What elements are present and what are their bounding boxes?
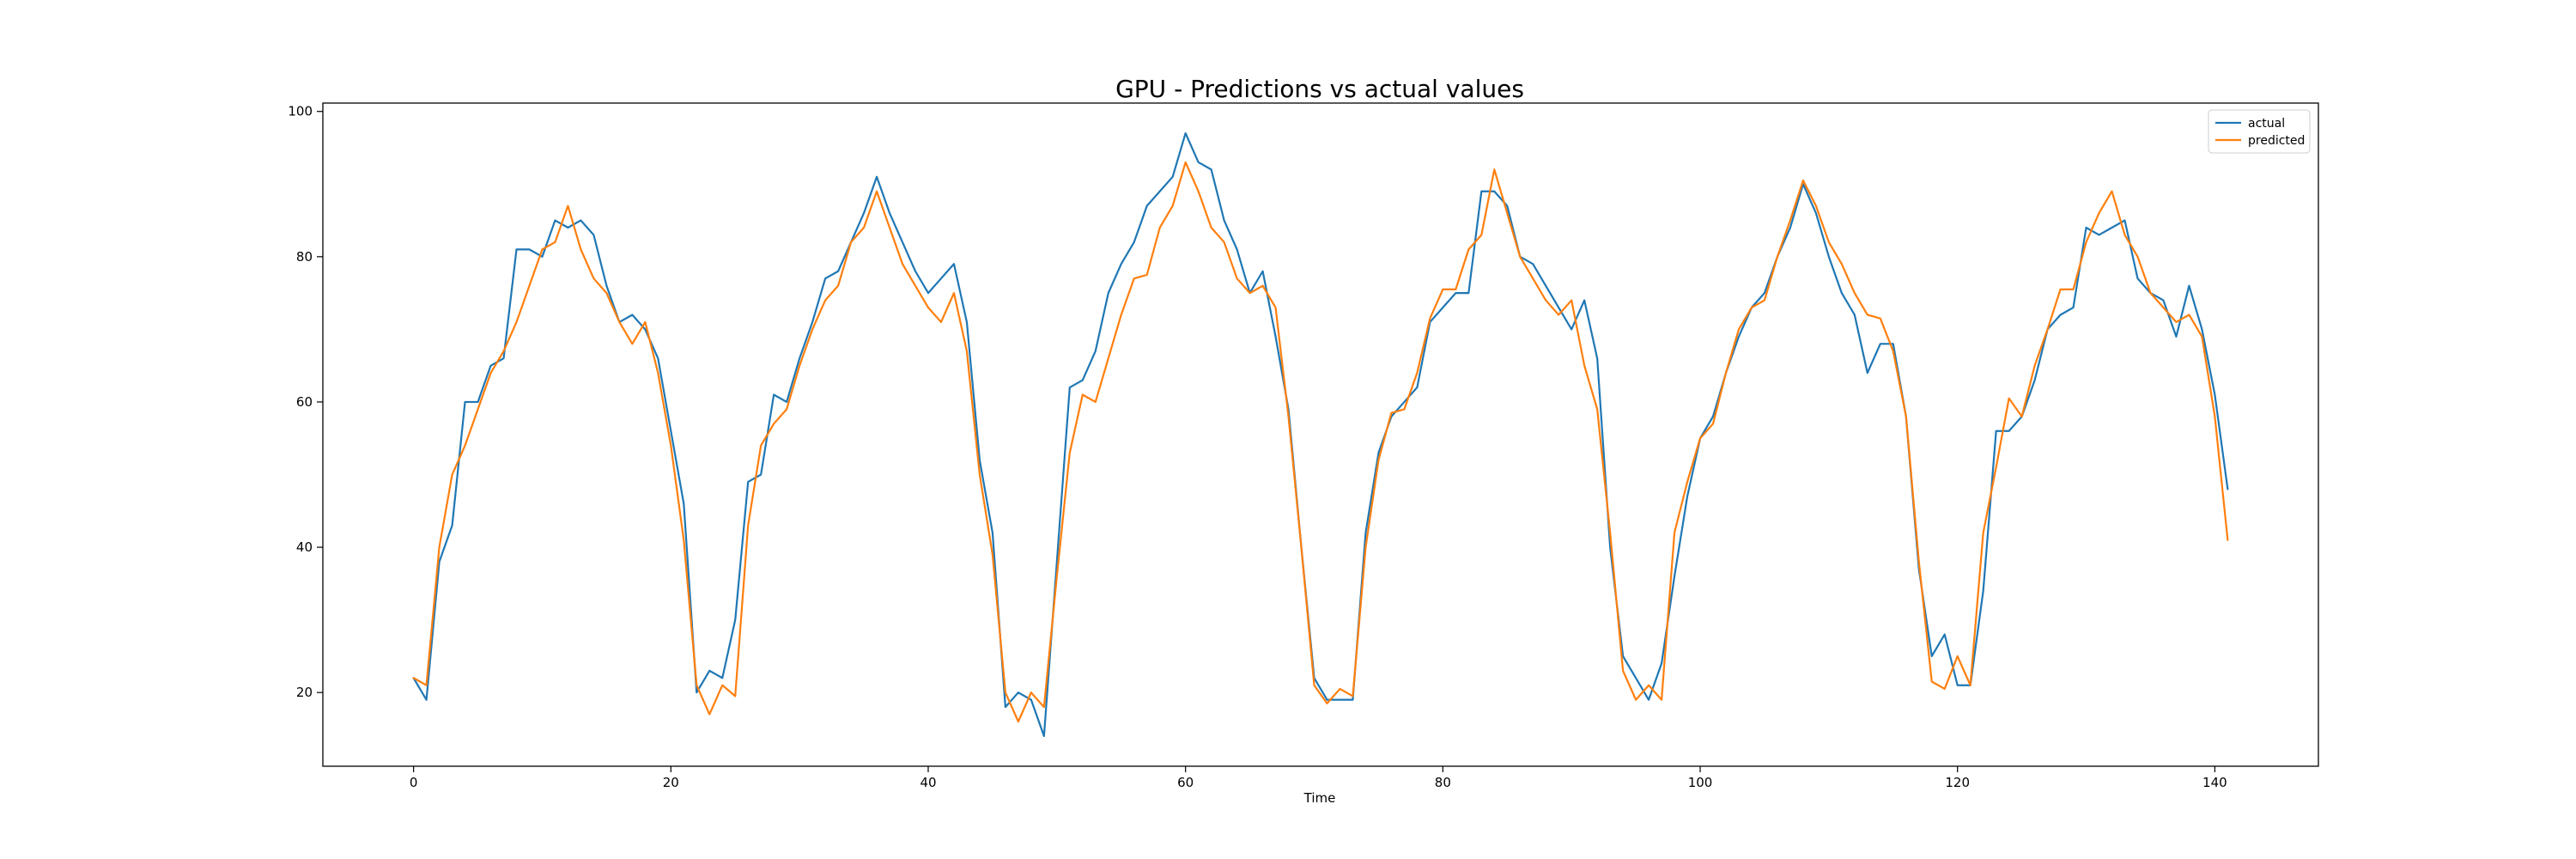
x-tick-label: 60	[1177, 775, 1194, 790]
series-line-actual	[412, 131, 2229, 738]
y-tick-label: 20	[296, 685, 313, 700]
legend: actual predicted	[2208, 109, 2311, 154]
x-tick-label: 100	[1688, 775, 1713, 790]
y-tick-label: 100	[288, 104, 313, 119]
x-axis-ticks: 0 20 40 60 80 100 120 140	[410, 766, 2227, 790]
legend-label-actual: actual	[2248, 117, 2285, 131]
plot-frame	[322, 102, 2319, 767]
x-tick-label: 80	[1435, 775, 1451, 790]
series-line-predicted	[412, 161, 2229, 723]
plot-area	[322, 102, 2319, 767]
legend-box	[2208, 109, 2311, 154]
x-tick-label: 20	[663, 775, 679, 790]
y-tick-label: 60	[296, 394, 313, 410]
legend-label-predicted: predicted	[2248, 134, 2305, 148]
y-tick-label: 40	[296, 539, 313, 555]
y-axis-ticks: 20 40 60 80 100	[288, 104, 323, 700]
x-axis-label: Time	[1303, 790, 1336, 806]
x-tick-label: 40	[920, 775, 936, 790]
x-tick-label: 0	[410, 775, 418, 790]
y-tick-label: 80	[296, 249, 313, 265]
x-tick-label: 120	[1945, 775, 1970, 790]
x-tick-label: 140	[2202, 775, 2227, 790]
chart-title: GPU - Predictions vs actual values	[1115, 75, 1524, 103]
